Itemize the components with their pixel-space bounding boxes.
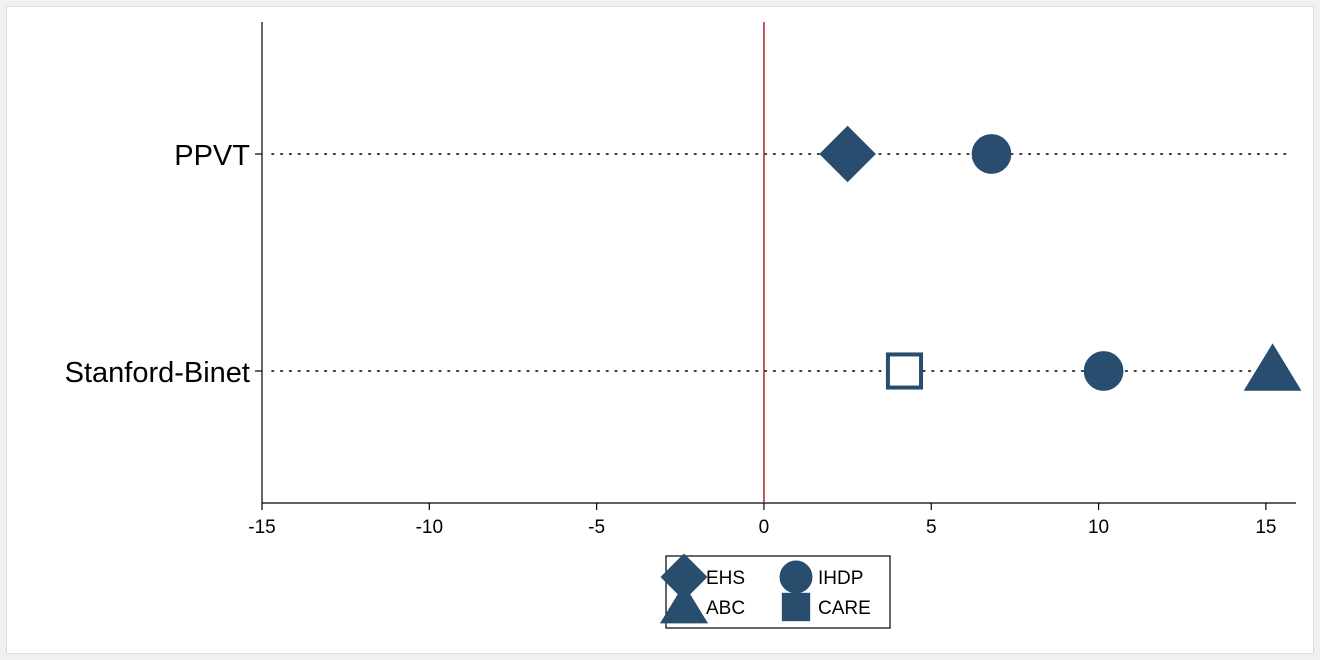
x-tick-label: 10 xyxy=(1088,517,1109,538)
point-abc xyxy=(1243,343,1302,391)
point-ihdp xyxy=(1083,351,1124,391)
legend-label: IHDP xyxy=(818,568,863,589)
x-tick-label: -15 xyxy=(248,517,275,538)
legend-marker-ihdp xyxy=(779,560,813,594)
axes xyxy=(261,22,1296,504)
y-axis-labels: PPVT Stanford-Binet xyxy=(65,140,262,389)
point-ehs xyxy=(819,125,876,183)
data-points xyxy=(819,125,1302,391)
x-tick-label: 0 xyxy=(759,517,770,538)
legend-label: EHS xyxy=(706,568,745,589)
legend-label: ABC xyxy=(706,598,745,619)
x-tick-label: 5 xyxy=(926,517,937,538)
legend-marker-care xyxy=(781,592,811,622)
x-axis-ticks: -15 -10 -5 0 5 10 15 xyxy=(248,503,1276,538)
x-tick-label: 15 xyxy=(1255,517,1276,538)
point-ihdp xyxy=(971,134,1012,174)
x-tick-label: -5 xyxy=(588,517,605,538)
y-tick-label: PPVT xyxy=(174,140,250,172)
chart-frame xyxy=(6,6,1314,654)
x-tick-label: -10 xyxy=(416,517,443,538)
row-guide-lines xyxy=(271,153,1291,372)
legend: EHS IHDP ABC CARE xyxy=(659,553,891,629)
point-care xyxy=(885,352,924,390)
legend-marker-abc xyxy=(659,584,709,624)
y-tick-label: Stanford-Binet xyxy=(65,357,250,389)
legend-label: CARE xyxy=(818,598,871,619)
